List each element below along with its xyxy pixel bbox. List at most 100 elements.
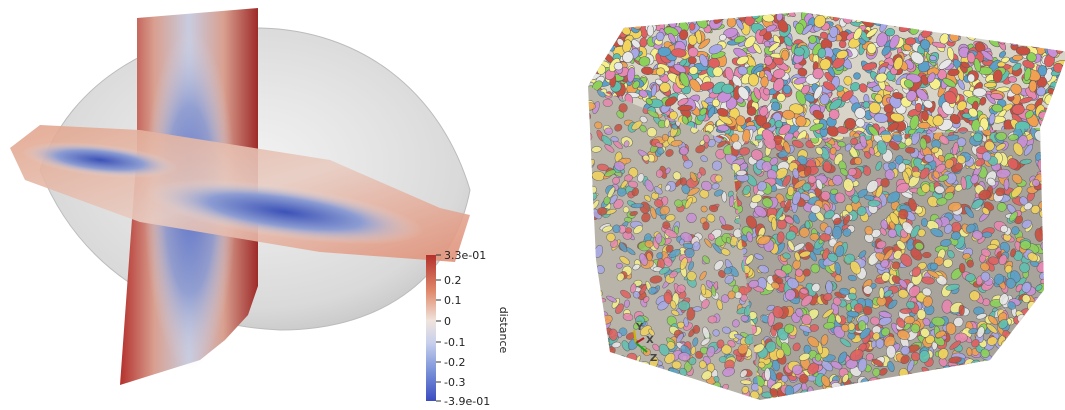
particle <box>1028 316 1039 326</box>
particle <box>1015 15 1028 27</box>
particle-packing-view[interactable]: Y X Z <box>520 0 1065 410</box>
particle <box>852 12 863 18</box>
particle <box>1020 35 1031 44</box>
particle <box>1017 382 1026 391</box>
particle <box>1055 24 1065 35</box>
particle <box>1004 340 1015 348</box>
particle <box>801 84 810 95</box>
particle <box>1022 358 1036 366</box>
particle <box>1007 12 1020 18</box>
particle <box>695 392 705 400</box>
x-axis-label: X <box>646 335 654 346</box>
particle <box>590 12 600 23</box>
particle <box>588 376 601 387</box>
particle <box>600 363 609 373</box>
particle <box>922 251 932 259</box>
particle <box>618 398 628 400</box>
particle <box>802 395 814 400</box>
particle <box>861 382 872 390</box>
particle <box>999 51 1006 58</box>
particle <box>941 12 951 20</box>
particle <box>623 12 633 27</box>
particle <box>927 16 935 27</box>
particle <box>792 394 802 400</box>
particle <box>1028 318 1040 333</box>
particle <box>1039 352 1044 360</box>
particle <box>1014 392 1021 400</box>
particle <box>645 16 654 25</box>
particle <box>1032 179 1040 187</box>
particle <box>1015 46 1031 56</box>
particle <box>649 377 661 386</box>
particle <box>978 376 989 387</box>
particle <box>901 387 910 400</box>
particle <box>900 308 912 314</box>
particle <box>963 393 972 400</box>
particle <box>625 383 637 393</box>
particle <box>594 15 604 25</box>
particle <box>929 13 940 24</box>
particle <box>995 381 1004 388</box>
particle <box>644 15 655 25</box>
particle <box>963 363 975 378</box>
particle <box>601 346 608 353</box>
particle <box>1050 129 1057 141</box>
particle <box>830 382 842 389</box>
particle <box>1030 343 1042 354</box>
particle <box>896 388 909 400</box>
particle <box>1062 27 1065 39</box>
particle <box>1055 102 1065 112</box>
particle <box>1053 36 1065 47</box>
particle <box>642 379 651 390</box>
particle <box>955 14 969 26</box>
particle <box>604 370 612 379</box>
particle <box>934 24 942 33</box>
particle <box>588 236 595 245</box>
particle <box>976 17 987 28</box>
particle <box>603 369 611 377</box>
particle <box>977 367 986 382</box>
particle <box>874 389 887 400</box>
particle <box>1040 122 1048 131</box>
particle <box>671 14 683 23</box>
particle <box>910 393 919 400</box>
particle <box>1046 18 1056 29</box>
particle <box>651 378 661 388</box>
particle <box>957 12 970 20</box>
particle <box>865 12 877 18</box>
particle <box>880 12 895 21</box>
particle <box>622 387 630 398</box>
particle <box>881 381 890 393</box>
particle <box>714 12 727 15</box>
particle <box>875 12 883 15</box>
particle <box>853 12 860 18</box>
particle <box>701 384 708 393</box>
particle <box>588 270 595 278</box>
particle <box>979 368 987 382</box>
particle <box>743 12 753 16</box>
particle <box>1057 124 1065 135</box>
particle <box>1051 95 1061 107</box>
particle <box>992 395 1002 400</box>
particle <box>915 103 923 112</box>
particle <box>1037 30 1047 41</box>
particle <box>978 29 987 38</box>
particle <box>987 368 997 378</box>
particle <box>885 390 898 400</box>
particle <box>1034 357 1044 367</box>
particle <box>648 396 655 400</box>
particle <box>726 17 737 28</box>
distance-field-view[interactable]: 3.3e-01 0.2 0.1 0 -0.1 -0.2 -0.3 -3.9e-0… <box>0 0 520 410</box>
particle <box>1015 29 1028 38</box>
particle <box>1059 19 1065 30</box>
particle <box>588 372 594 380</box>
particle <box>612 359 620 369</box>
particle <box>1039 149 1044 157</box>
particle <box>937 16 947 26</box>
particle <box>602 98 613 107</box>
particle <box>1027 12 1040 23</box>
particle <box>981 15 994 31</box>
particle <box>598 393 607 400</box>
particle <box>1040 12 1049 18</box>
particle <box>1034 31 1048 44</box>
